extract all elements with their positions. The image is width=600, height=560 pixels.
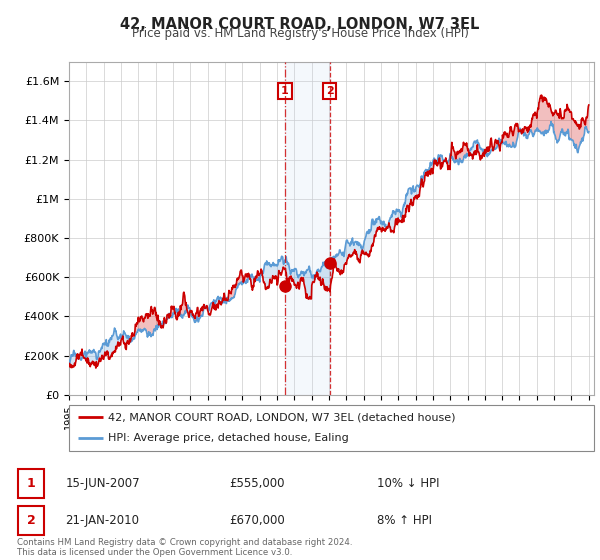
- Text: Contains HM Land Registry data © Crown copyright and database right 2024.
This d: Contains HM Land Registry data © Crown c…: [17, 538, 352, 557]
- Text: 2: 2: [27, 514, 35, 527]
- Text: 15-JUN-2007: 15-JUN-2007: [65, 477, 140, 490]
- Text: 42, MANOR COURT ROAD, LONDON, W7 3EL: 42, MANOR COURT ROAD, LONDON, W7 3EL: [121, 17, 479, 32]
- Text: HPI: Average price, detached house, Ealing: HPI: Average price, detached house, Eali…: [109, 433, 349, 444]
- Text: 1: 1: [27, 477, 35, 490]
- Text: 1: 1: [281, 86, 289, 96]
- Bar: [285, 62, 330, 395]
- Text: 21-JAN-2010: 21-JAN-2010: [65, 514, 139, 527]
- Text: 8% ↑ HPI: 8% ↑ HPI: [377, 514, 432, 527]
- Text: 2: 2: [326, 86, 334, 96]
- Text: £670,000: £670,000: [229, 514, 285, 527]
- Text: 10% ↓ HPI: 10% ↓ HPI: [377, 477, 439, 490]
- Text: Price paid vs. HM Land Registry's House Price Index (HPI): Price paid vs. HM Land Registry's House …: [131, 27, 469, 40]
- Text: £555,000: £555,000: [229, 477, 284, 490]
- Text: 42, MANOR COURT ROAD, LONDON, W7 3EL (detached house): 42, MANOR COURT ROAD, LONDON, W7 3EL (de…: [109, 412, 456, 422]
